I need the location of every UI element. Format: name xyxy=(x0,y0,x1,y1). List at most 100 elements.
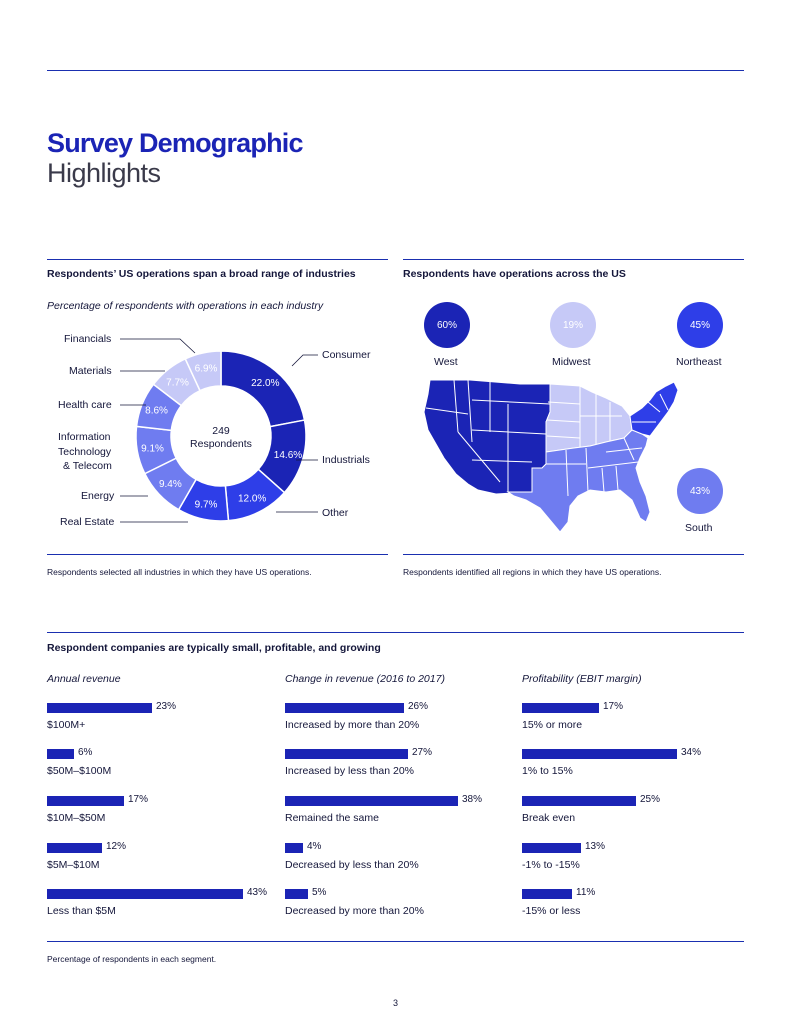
bar-value-label: 17% xyxy=(603,701,624,712)
donut-center-number: 249 xyxy=(212,425,230,437)
donut-slice-energy xyxy=(143,457,198,511)
donut-slice-label: 12.0% xyxy=(238,494,266,505)
regions-bottom-rule xyxy=(403,554,744,555)
bar-0-2 xyxy=(47,796,124,806)
donut-leader-lines xyxy=(120,338,318,523)
bar-0-4 xyxy=(47,889,243,899)
map-northeast-borders xyxy=(632,393,669,423)
donut-slice-information-technology-telecom xyxy=(135,425,178,475)
page-title: Survey Demographic xyxy=(47,128,304,158)
page-number: 3 xyxy=(392,998,398,1008)
bar-1-3 xyxy=(285,843,303,853)
bar-category-label: $100M+ xyxy=(47,719,86,731)
legend-consumer: Consumer xyxy=(322,349,371,361)
legend-it-line3: & Telecom xyxy=(63,460,112,472)
bar-value-label: 34% xyxy=(681,747,702,758)
bar-0-3 xyxy=(47,843,102,853)
revenue-change-chart-title: Change in revenue (2016 to 2017) xyxy=(285,673,445,685)
bar-value-label: 11% xyxy=(576,887,596,898)
bar-2-2 xyxy=(522,796,636,806)
bar-category-label: $10M–$50M xyxy=(47,812,106,824)
bar-1-1 xyxy=(285,749,408,759)
donut-slice-financials xyxy=(184,350,222,392)
bar-0-0 xyxy=(47,703,152,713)
bar-2-3 xyxy=(522,843,581,853)
donut-center-label: Respondents xyxy=(190,438,252,450)
map-region-south xyxy=(506,429,651,533)
bubble-midwest: 19% xyxy=(550,302,596,348)
companies-footnote: Percentage of respondents in each segmen… xyxy=(47,954,217,964)
region-label-northeast: Northeast xyxy=(676,356,722,368)
donut-slice-consumer xyxy=(220,350,306,428)
legend-real-estate: Real Estate xyxy=(60,516,115,528)
donut-slice-label: 14.6% xyxy=(274,450,302,461)
companies-heading: Respondent companies are typically small… xyxy=(47,642,381,654)
industries-heading: Respondents’ US operations span a broad … xyxy=(47,268,356,280)
bar-value-label: 13% xyxy=(585,841,606,852)
legend-financials: Financials xyxy=(64,333,112,345)
legend-industrials: Industrials xyxy=(322,454,370,466)
map-region-west xyxy=(423,379,551,495)
donut-slice-label: 9.7% xyxy=(195,499,218,510)
revenue-chart-title: Annual revenue xyxy=(47,673,121,685)
us-region-map xyxy=(423,379,679,533)
map-midwest-borders xyxy=(546,386,622,448)
donut-slice-label: 22.0% xyxy=(251,378,279,389)
bar-1-4 xyxy=(285,889,308,899)
industries-top-rule xyxy=(47,259,388,260)
bar-category-label: 1% to 15% xyxy=(522,765,573,777)
leader-consumer xyxy=(291,354,318,367)
donut-slice-materials xyxy=(152,357,201,407)
bar-category-label: 15% or more xyxy=(522,719,583,731)
bar-0-1 xyxy=(47,749,74,759)
bar-value-label: 27% xyxy=(412,747,433,758)
bar-category-label: Increased by less than 20% xyxy=(285,765,414,777)
donut-slice-label: 7.7% xyxy=(166,377,189,388)
region-label-west: West xyxy=(434,356,458,368)
donut-slice-real-estate xyxy=(177,478,230,522)
industries-subtitle: Percentage of respondents with operation… xyxy=(47,300,324,312)
bar-1-2 xyxy=(285,796,458,806)
bubble-northeast: 45% xyxy=(677,302,723,348)
donut-slice-label: 9.4% xyxy=(159,479,182,490)
bar-2-4 xyxy=(522,889,572,899)
bar-value-label: 12% xyxy=(106,841,127,852)
bar-category-label: Less than $5M xyxy=(47,905,116,917)
profitability-chart-title: Profitability (EBIT margin) xyxy=(522,673,642,685)
legend-materials: Materials xyxy=(69,365,112,377)
region-label-midwest: Midwest xyxy=(552,356,591,368)
bar-value-label: 23% xyxy=(156,701,177,712)
legend-it-line1: Information xyxy=(58,431,111,443)
donut-slice-label: 8.6% xyxy=(145,406,168,417)
bar-2-1 xyxy=(522,749,677,759)
industries-bottom-rule xyxy=(47,554,388,555)
bar-category-label: -1% to -15% xyxy=(522,859,580,871)
bar-category-label: Decreased by more than 20% xyxy=(285,905,424,917)
bar-value-label: 17% xyxy=(128,794,149,805)
bubble-west: 60% xyxy=(424,302,470,348)
companies-top-rule xyxy=(47,632,744,633)
donut-slice-health-care xyxy=(135,383,183,432)
bar-value-label: 4% xyxy=(307,841,322,852)
bar-value-label: 43% xyxy=(247,887,268,898)
map-region-northeast xyxy=(629,381,679,437)
donut-slice-industrials xyxy=(257,419,307,494)
top-rule xyxy=(47,70,744,71)
bar-value-label: 26% xyxy=(408,701,429,712)
donut-slice-label: 9.1% xyxy=(141,443,164,454)
region-label-south: South xyxy=(685,522,713,534)
bar-2-0 xyxy=(522,703,599,713)
companies-bottom-rule xyxy=(47,941,744,942)
map-south-borders xyxy=(546,437,643,497)
bar-category-label: -15% or less xyxy=(522,905,581,917)
regions-top-rule xyxy=(403,259,744,260)
bar-category-label: Increased by more than 20% xyxy=(285,719,420,731)
legend-energy: Energy xyxy=(81,490,115,502)
bar-1-0 xyxy=(285,703,404,713)
bar-value-label: 5% xyxy=(312,887,327,898)
bar-category-label: $50M–$100M xyxy=(47,765,112,777)
donut-slice-other xyxy=(224,468,286,522)
map-west-borders xyxy=(425,379,551,492)
donut-slice-label: 6.9% xyxy=(195,364,218,375)
page-subtitle: Highlights xyxy=(47,158,161,188)
